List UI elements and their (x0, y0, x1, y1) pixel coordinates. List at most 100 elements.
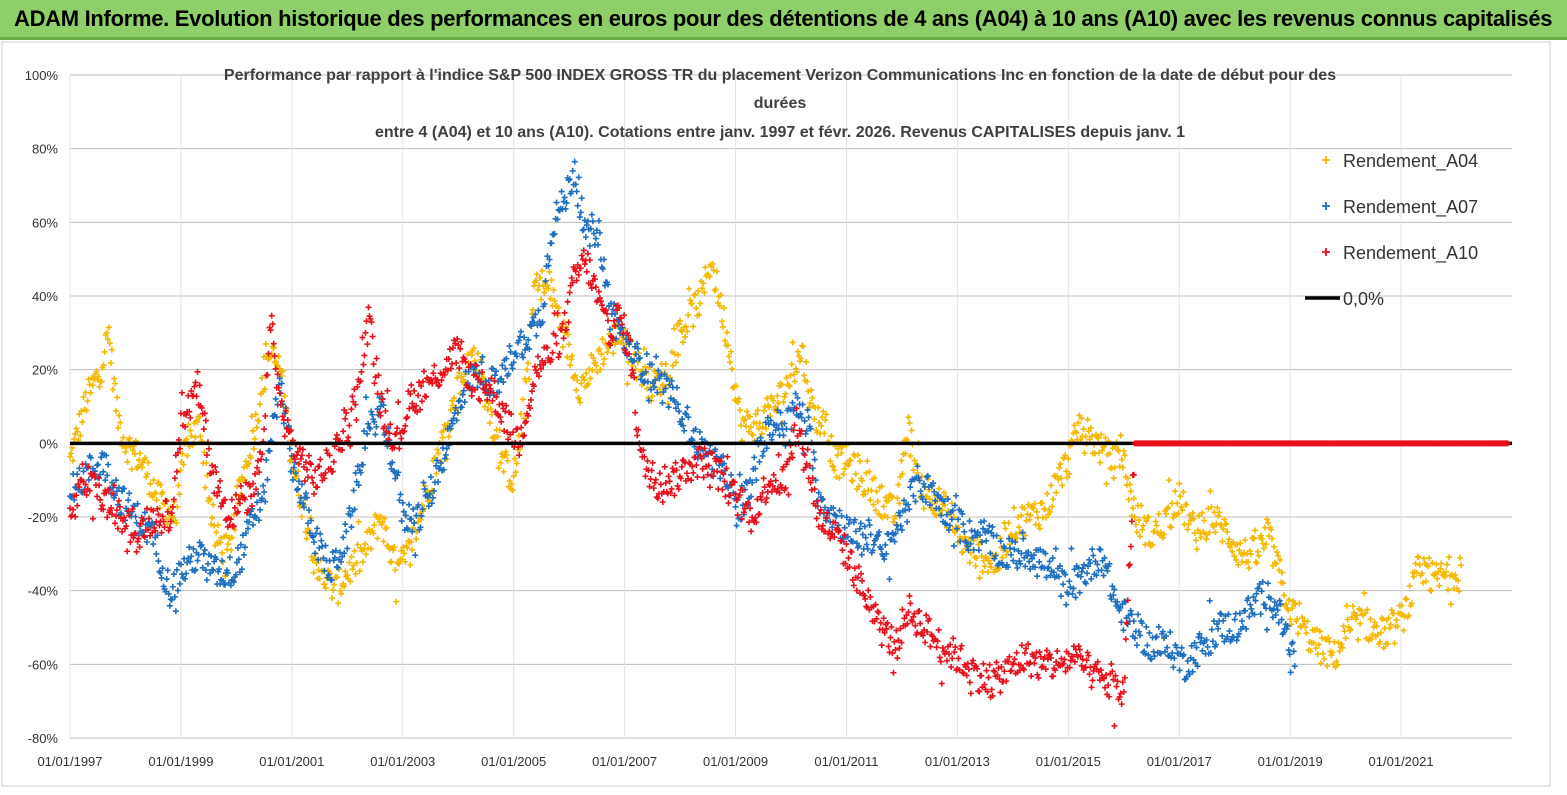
data-point (865, 587, 872, 594)
data-point (352, 469, 359, 476)
data-point (548, 356, 555, 363)
data-point (903, 612, 910, 619)
legend-item: Rendement_A07 (1322, 197, 1478, 218)
data-point (1223, 520, 1230, 527)
data-point (774, 485, 781, 492)
data-point (907, 452, 914, 459)
data-point (671, 325, 678, 332)
data-point (1021, 505, 1028, 512)
data-point (701, 289, 708, 296)
data-point (551, 230, 558, 237)
data-point (874, 608, 881, 615)
data-point (732, 490, 739, 497)
data-point (656, 470, 663, 477)
data-point (898, 639, 905, 646)
y-tick-label: -60% (28, 657, 59, 672)
data-point (550, 286, 557, 293)
data-point (1285, 647, 1292, 654)
data-point (1221, 516, 1228, 523)
data-point (693, 305, 700, 312)
data-point (717, 475, 724, 482)
data-point (708, 450, 715, 457)
data-point (930, 507, 937, 514)
data-point (927, 502, 933, 509)
data-point (377, 513, 384, 520)
data-point (1106, 560, 1113, 567)
data-point (399, 556, 406, 563)
data-point (218, 534, 225, 541)
data-point (342, 521, 349, 528)
data-point (409, 400, 416, 407)
data-point (671, 492, 678, 499)
data-point (478, 359, 485, 366)
chart-border (1, 41, 1551, 787)
data-point (1020, 535, 1027, 542)
data-point (74, 428, 81, 435)
data-point (496, 389, 503, 396)
data-point (1236, 547, 1243, 554)
data-point (90, 471, 97, 478)
data-point (929, 633, 936, 640)
data-point (538, 365, 545, 372)
data-point (248, 413, 255, 420)
data-point (894, 495, 901, 502)
data-point (586, 257, 593, 264)
data-point (610, 337, 617, 344)
data-point (647, 386, 654, 393)
data-point (1295, 630, 1302, 637)
data-point (215, 522, 222, 529)
data-point (398, 435, 405, 442)
data-point (519, 351, 526, 358)
data-point (295, 460, 302, 467)
data-point (398, 547, 405, 554)
data-point (1048, 482, 1055, 489)
data-point (382, 408, 389, 415)
data-point (1189, 510, 1196, 517)
data-point (584, 218, 591, 225)
data-point (1504, 440, 1511, 447)
data-point (528, 323, 535, 330)
data-point (217, 539, 224, 546)
data-point (662, 480, 669, 487)
data-point (527, 321, 534, 328)
data-point (174, 587, 181, 594)
data-point (247, 454, 254, 461)
data-point (556, 350, 563, 357)
data-point (499, 400, 506, 407)
data-point (1036, 648, 1043, 655)
data-point (914, 463, 921, 470)
data-point (502, 365, 509, 372)
data-point (550, 231, 557, 238)
data-point (523, 418, 530, 425)
data-point (403, 415, 410, 422)
data-point (544, 344, 551, 351)
data-point (806, 462, 813, 469)
data-point (1063, 468, 1070, 475)
data-point (650, 380, 657, 387)
data-point (579, 256, 586, 263)
data-point (920, 505, 927, 512)
data-point (1179, 507, 1186, 514)
data-point (775, 451, 782, 458)
data-point (1385, 615, 1392, 622)
data-point (696, 428, 703, 435)
data-point (1246, 565, 1253, 572)
data-point (180, 461, 187, 468)
data-point (783, 425, 790, 432)
data-point (1084, 416, 1091, 423)
data-point (631, 357, 638, 364)
data-point (84, 464, 91, 471)
data-point (864, 545, 871, 552)
data-point (236, 569, 243, 576)
data-point (1256, 580, 1263, 587)
data-point (1198, 634, 1205, 641)
data-point (321, 581, 328, 588)
data-point (821, 430, 828, 437)
data-point (143, 473, 150, 480)
data-point (349, 566, 356, 573)
data-point (1098, 431, 1105, 438)
data-point (598, 351, 605, 358)
data-point (767, 417, 774, 424)
data-point (651, 479, 658, 486)
data-point (565, 331, 572, 338)
